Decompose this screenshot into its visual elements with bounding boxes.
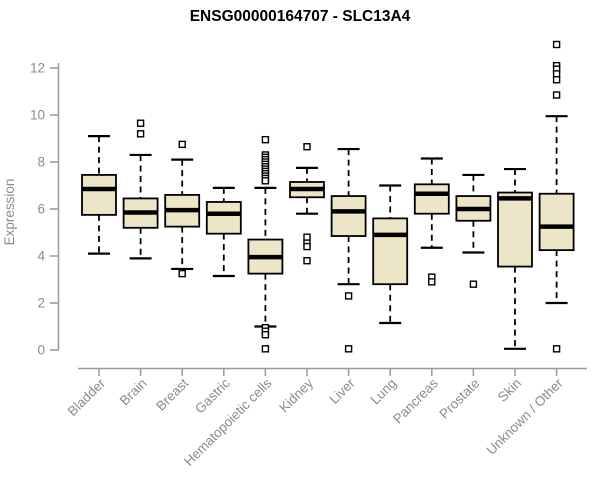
iqr-box xyxy=(330,195,367,237)
outlier-point xyxy=(552,345,561,353)
outlier-point xyxy=(344,292,353,300)
outlier-point xyxy=(344,345,353,353)
outlier-point xyxy=(552,91,561,99)
y-tick-label: 8 xyxy=(37,155,45,170)
outlier-point xyxy=(136,119,145,127)
outlier-point xyxy=(428,278,436,286)
outlier-point xyxy=(303,233,311,241)
outlier-point xyxy=(469,280,478,288)
iqr-box xyxy=(538,192,575,252)
iqr-box xyxy=(372,217,409,286)
box-skin xyxy=(497,167,533,350)
y-tick-label: 2 xyxy=(37,296,45,311)
outlier-point xyxy=(136,130,145,138)
y-axis-title: Expression xyxy=(2,179,17,246)
box-prostate xyxy=(455,173,492,288)
y-tick-label: 0 xyxy=(37,343,45,358)
x-tick-label: Liver xyxy=(326,375,358,407)
outlier-point xyxy=(303,257,311,265)
y-tick-label: 12 xyxy=(30,61,45,76)
x-tick-label: Pancreas xyxy=(390,375,441,426)
box-breast xyxy=(164,140,201,278)
x-tick-label: Breast xyxy=(153,375,191,413)
outlier-point xyxy=(178,140,186,149)
x-tick-label: Gastric xyxy=(192,375,233,416)
box-liver xyxy=(330,147,367,353)
x-tick-label: Skin xyxy=(495,376,524,405)
box-bladder xyxy=(81,135,117,255)
chart-title: ENSG00000164707 - SLC13A4 xyxy=(190,8,411,25)
iqr-box xyxy=(413,183,450,215)
outlier-point xyxy=(552,76,561,84)
box-brain xyxy=(122,119,159,260)
iqr-box xyxy=(205,201,242,235)
x-tick-label: Prostate xyxy=(436,376,482,422)
box-lung xyxy=(372,184,409,325)
outlier-point xyxy=(261,331,270,339)
iqr-box xyxy=(497,191,533,268)
outlier-point xyxy=(261,135,270,144)
y-tick-label: 6 xyxy=(37,202,45,217)
box-hematopoietic-cells xyxy=(247,135,284,353)
x-tick-label: Lung xyxy=(367,376,399,408)
y-tick-label: 10 xyxy=(30,108,45,123)
outlier-point xyxy=(552,70,561,78)
x-tick-label: Brain xyxy=(117,376,150,409)
outlier-point xyxy=(303,242,311,251)
box-pancreas xyxy=(413,157,450,286)
outlier-point xyxy=(552,40,561,49)
outlier-point xyxy=(261,345,270,353)
iqr-box xyxy=(81,174,117,216)
x-tick-label: Unknown / Other xyxy=(483,375,566,458)
box-unknown-other xyxy=(538,40,575,353)
y-tick-label: 4 xyxy=(37,249,45,264)
outlier-point xyxy=(178,269,186,278)
box-gastric xyxy=(205,186,242,278)
x-tick-label: Bladder xyxy=(65,375,109,419)
box-kidney xyxy=(289,143,325,265)
x-tick-label: Kidney xyxy=(276,375,316,415)
outlier-point xyxy=(261,177,270,185)
outlier-point xyxy=(303,143,311,151)
